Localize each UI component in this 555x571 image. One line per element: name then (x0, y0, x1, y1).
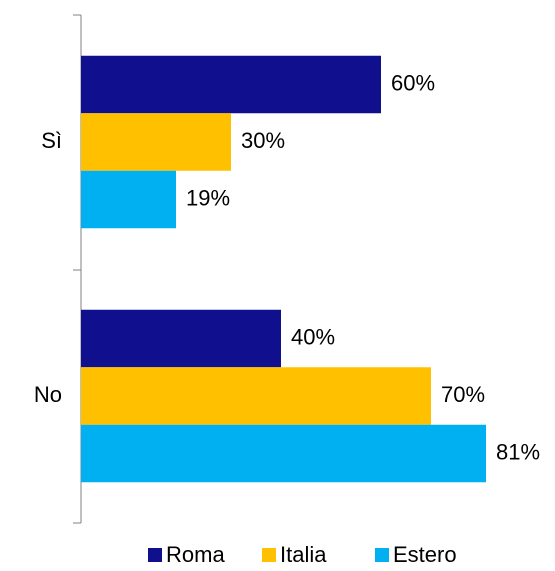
category-label: Sì (41, 128, 62, 153)
bar (81, 309, 281, 368)
data-label: 30% (241, 128, 285, 153)
bar (81, 55, 381, 114)
legend-label: Estero (393, 542, 457, 567)
bar (81, 367, 431, 425)
legend-swatch (262, 548, 276, 562)
category-label: No (34, 382, 62, 407)
data-label: 81% (496, 439, 540, 464)
legend-swatch (148, 548, 162, 562)
legend-swatch (375, 548, 389, 562)
data-label: 70% (441, 382, 485, 407)
legend-label: Roma (166, 542, 225, 567)
data-label: 19% (186, 185, 230, 210)
bar (81, 424, 486, 483)
bar (81, 170, 176, 229)
data-label: 60% (391, 70, 435, 95)
data-label: 40% (291, 324, 335, 349)
legend-label: Italia (280, 542, 327, 567)
bar (81, 113, 231, 171)
